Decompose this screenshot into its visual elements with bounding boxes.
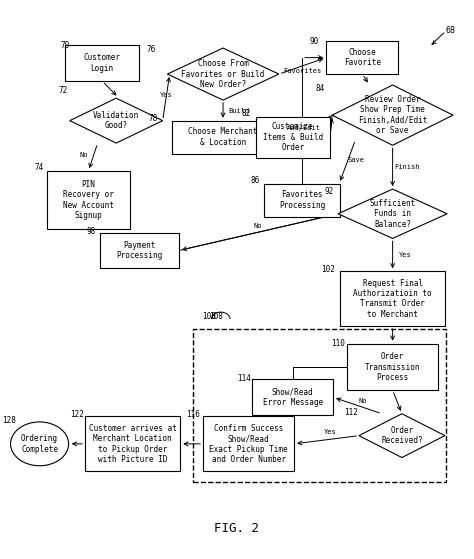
FancyBboxPatch shape [347, 344, 438, 390]
Text: 122: 122 [70, 410, 84, 419]
Polygon shape [332, 85, 453, 145]
Polygon shape [70, 98, 163, 143]
Text: Payment
Processing: Payment Processing [116, 241, 163, 260]
Text: Choose Merchant
& Location: Choose Merchant & Location [188, 127, 258, 147]
Text: 128: 128 [2, 416, 16, 425]
Text: Finish: Finish [395, 164, 420, 169]
FancyBboxPatch shape [85, 416, 180, 471]
Polygon shape [359, 414, 445, 457]
Text: Yes: Yes [399, 252, 411, 258]
Text: Choose From
Favorites or Build
New Order?: Choose From Favorites or Build New Order… [182, 59, 264, 89]
Text: 82: 82 [242, 109, 251, 118]
Text: Order
Received?: Order Received? [381, 426, 423, 446]
Text: 108: 108 [202, 312, 216, 321]
FancyBboxPatch shape [203, 416, 294, 471]
Text: No: No [80, 152, 88, 158]
Text: FIG. 2: FIG. 2 [215, 522, 259, 536]
Text: Validation
Good?: Validation Good? [93, 111, 139, 130]
FancyBboxPatch shape [340, 271, 445, 326]
Text: 68: 68 [446, 26, 456, 35]
Text: Sufficient
Funds in
Balance?: Sufficient Funds in Balance? [370, 199, 416, 229]
Text: Customer arrives at
Merchant Location
to Pickup Order
with Picture ID: Customer arrives at Merchant Location to… [89, 424, 176, 464]
Text: Yes: Yes [324, 429, 336, 435]
Text: Save: Save [347, 157, 365, 163]
Text: 70: 70 [61, 41, 70, 50]
FancyBboxPatch shape [255, 116, 330, 158]
Text: 86: 86 [251, 177, 260, 186]
Text: Yes: Yes [160, 92, 173, 98]
Text: Customer
Login: Customer Login [84, 54, 121, 73]
FancyBboxPatch shape [327, 41, 399, 74]
FancyBboxPatch shape [65, 45, 139, 81]
Text: Request Final
Authorizatioin to
Transmit Order
to Merchant: Request Final Authorizatioin to Transmit… [353, 278, 432, 319]
Text: Order
Transmission
Process: Order Transmission Process [365, 352, 420, 382]
Text: 110: 110 [331, 339, 345, 348]
Text: 90: 90 [309, 37, 318, 46]
Polygon shape [338, 189, 447, 239]
FancyBboxPatch shape [252, 380, 333, 415]
FancyBboxPatch shape [172, 121, 274, 154]
Text: Favorites
Processing: Favorites Processing [279, 191, 325, 210]
FancyBboxPatch shape [46, 171, 130, 229]
Text: Ordering
Complete: Ordering Complete [21, 434, 58, 453]
Text: No: No [358, 398, 367, 404]
Polygon shape [167, 48, 279, 100]
Text: Show/Read
Error Message: Show/Read Error Message [263, 387, 323, 407]
Text: 78: 78 [149, 115, 158, 124]
Text: 116: 116 [186, 410, 200, 419]
Text: 76: 76 [146, 45, 155, 54]
Text: 102: 102 [320, 265, 335, 274]
FancyBboxPatch shape [264, 183, 340, 216]
Text: Choose
Favorite: Choose Favorite [344, 48, 381, 67]
Text: 98: 98 [86, 227, 95, 236]
Text: Review Order
Show Prep Time
Finish,Add/Edit
or Save: Review Order Show Prep Time Finish,Add/E… [358, 95, 427, 135]
Text: PIN
Recovery or
New Account
Signup: PIN Recovery or New Account Signup [63, 180, 114, 220]
Text: 108: 108 [209, 312, 223, 321]
Text: 114: 114 [237, 373, 251, 382]
Text: Add/Edit: Add/Edit [287, 125, 321, 131]
Text: No: No [254, 224, 262, 229]
Text: Build: Build [228, 108, 250, 114]
Text: 84: 84 [316, 84, 325, 93]
Text: Customize
Items & Build
Order: Customize Items & Build Order [263, 122, 323, 152]
Text: 112: 112 [344, 408, 358, 417]
Ellipse shape [10, 422, 69, 466]
FancyBboxPatch shape [100, 233, 179, 268]
Text: Favorites: Favorites [283, 68, 321, 74]
Text: 92: 92 [324, 187, 334, 196]
Text: 72: 72 [58, 86, 67, 95]
Text: Confirm Success
Show/Read
Exact Pickup Time
and Order Number: Confirm Success Show/Read Exact Pickup T… [210, 424, 288, 464]
Text: 74: 74 [35, 163, 44, 172]
